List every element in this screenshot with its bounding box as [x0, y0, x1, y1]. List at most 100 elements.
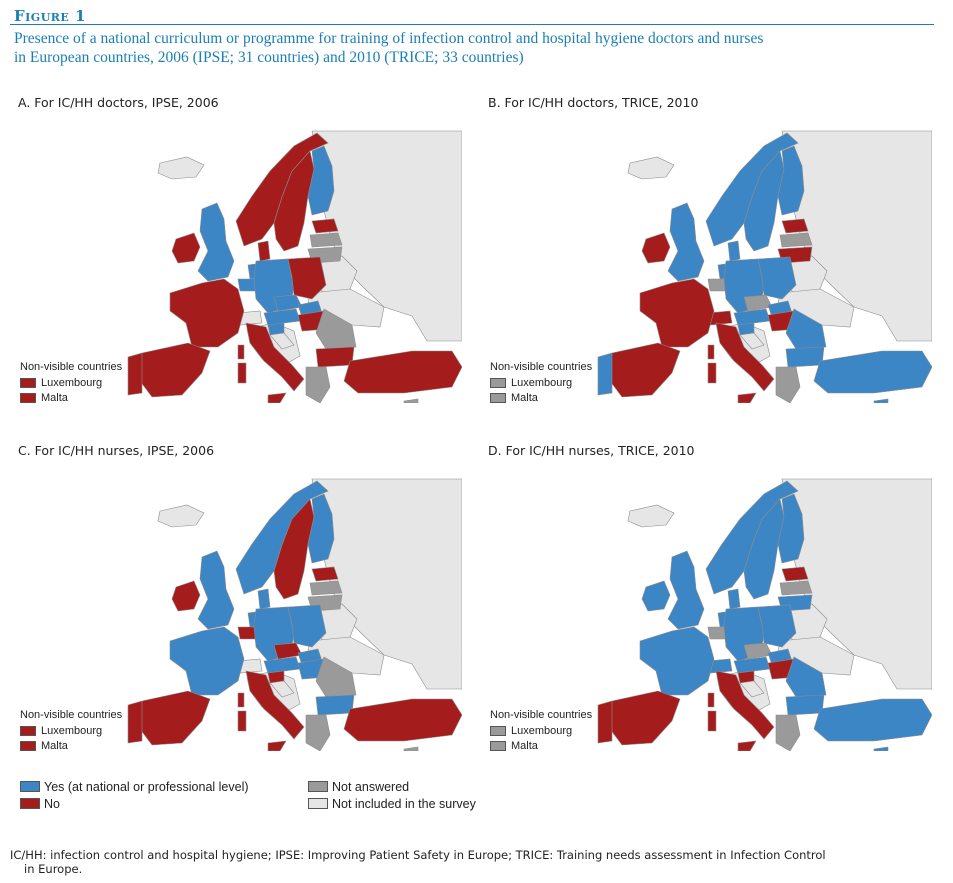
country-france	[169, 626, 245, 696]
panel-title: B. For IC/HH doctors, TRICE, 2010	[488, 95, 699, 110]
country-uk	[667, 550, 705, 630]
country-italy	[245, 670, 305, 740]
country-france	[169, 278, 245, 348]
non-visible-countries: Non-visible countries Luxembourg Malta	[490, 361, 592, 405]
non-visible-item: Luxembourg	[20, 375, 122, 390]
footnote-line-1: IC/HH: infection control and hospital hy…	[10, 848, 826, 862]
country-name: Malta	[511, 739, 538, 752]
country-estonia	[781, 566, 809, 582]
map-b	[482, 111, 932, 403]
country-france	[639, 278, 715, 348]
country-sicily	[267, 392, 287, 403]
country-latvia	[309, 232, 343, 248]
country-belgium	[707, 278, 727, 292]
country-latvia	[779, 232, 813, 248]
country-finland	[777, 493, 805, 564]
country-italy	[245, 322, 305, 392]
country-iceland	[627, 156, 675, 180]
country-bulgaria	[315, 346, 355, 368]
legend-swatch-no	[20, 798, 40, 809]
country-italy	[715, 670, 775, 740]
map-d	[482, 459, 932, 751]
caption-line-1: Presence of a national curriculum or pro…	[14, 30, 764, 47]
map-legend-right: Not answered Not included in the survey	[308, 778, 476, 812]
country-denmark	[727, 588, 741, 610]
non-visible-title: Non-visible countries	[20, 709, 123, 721]
status-swatch	[490, 377, 506, 388]
country-turkey	[813, 350, 932, 394]
country-poland	[287, 604, 327, 648]
status-swatch	[20, 725, 36, 736]
panel-title: D. For IC/HH nurses, TRICE, 2010	[488, 443, 695, 458]
footnote-line-2: in Europe.	[24, 862, 83, 876]
map-legend-left: Yes (at national or professional level) …	[20, 778, 249, 812]
non-visible-title: Non-visible countries	[20, 361, 123, 373]
country-greece	[305, 714, 331, 751]
country-croatia	[269, 332, 295, 350]
country-ireland	[171, 232, 201, 264]
country-poland	[287, 256, 327, 300]
legend-item-not-answered: Not answered	[308, 778, 476, 795]
panel-title: C. For IC/HH nurses, IPSE, 2006	[18, 443, 215, 458]
caption-line-2: in European countries, 2006 (IPSE; 31 co…	[14, 49, 524, 66]
non-visible-item: Malta	[20, 390, 122, 405]
status-swatch	[490, 392, 506, 403]
country-portugal	[127, 352, 143, 396]
country-denmark	[257, 240, 271, 262]
country-ireland	[641, 580, 671, 612]
status-swatch	[20, 377, 36, 388]
country-iceland	[157, 156, 205, 180]
country-france	[639, 626, 715, 696]
country-name: Luxembourg	[41, 376, 103, 389]
country-latvia	[309, 580, 343, 596]
legend-swatch-not-answered	[308, 781, 328, 792]
non-visible-title: Non-visible countries	[490, 709, 593, 721]
country-corsica	[237, 692, 245, 708]
country-italy	[715, 322, 775, 392]
country-greece	[775, 366, 801, 403]
country-croatia	[269, 680, 295, 698]
country-corsica	[707, 692, 715, 708]
country-sicily	[267, 740, 287, 751]
country-bulgaria	[785, 346, 825, 368]
panel-b: B. For IC/HH doctors, TRICE, 2010 Non-vi…	[482, 95, 932, 415]
country-cyprus	[873, 398, 889, 403]
country-iceland	[627, 504, 675, 528]
non-visible-countries: Non-visible countries Luxembourg Malta	[20, 709, 122, 753]
country-cyprus	[403, 398, 419, 403]
country-uk	[197, 202, 235, 282]
status-swatch	[490, 740, 506, 751]
country-bulgaria	[785, 694, 825, 716]
figure-label: Figure 1	[14, 7, 86, 25]
country-ireland	[171, 580, 201, 612]
country-name: Malta	[41, 739, 68, 752]
country-poland	[757, 604, 797, 648]
country-name: Malta	[41, 391, 68, 404]
country-turkey	[343, 350, 462, 394]
country-croatia	[739, 332, 765, 350]
status-swatch	[20, 740, 36, 751]
legend-swatch-yes	[20, 781, 40, 792]
country-sardinia	[237, 362, 247, 384]
panel-c: C. For IC/HH nurses, IPSE, 2006 Non-visi…	[12, 443, 462, 763]
legend-label-not-included: Not included in the survey	[332, 796, 476, 811]
legend-item-not-included: Not included in the survey	[308, 795, 476, 812]
country-finland	[777, 145, 805, 216]
country-poland	[757, 256, 797, 300]
country-turkey	[813, 698, 932, 742]
country-cyprus	[403, 746, 419, 751]
country-belgium	[707, 626, 727, 640]
non-visible-item: Malta	[20, 738, 122, 753]
country-iceland	[157, 504, 205, 528]
country-name: Luxembourg	[41, 724, 103, 737]
country-denmark	[257, 588, 271, 610]
non-visible-countries: Non-visible countries Luxembourg Malta	[20, 361, 122, 405]
legend-label-yes: Yes (at national or professional level)	[44, 779, 249, 794]
country-corsica	[707, 344, 715, 360]
legend-label-not-answered: Not answered	[332, 779, 410, 794]
country-portugal	[597, 352, 613, 396]
country-croatia	[739, 680, 765, 698]
legend-item-yes: Yes (at national or professional level)	[20, 778, 249, 795]
country-corsica	[237, 344, 245, 360]
legend-label-no: No	[44, 796, 60, 811]
